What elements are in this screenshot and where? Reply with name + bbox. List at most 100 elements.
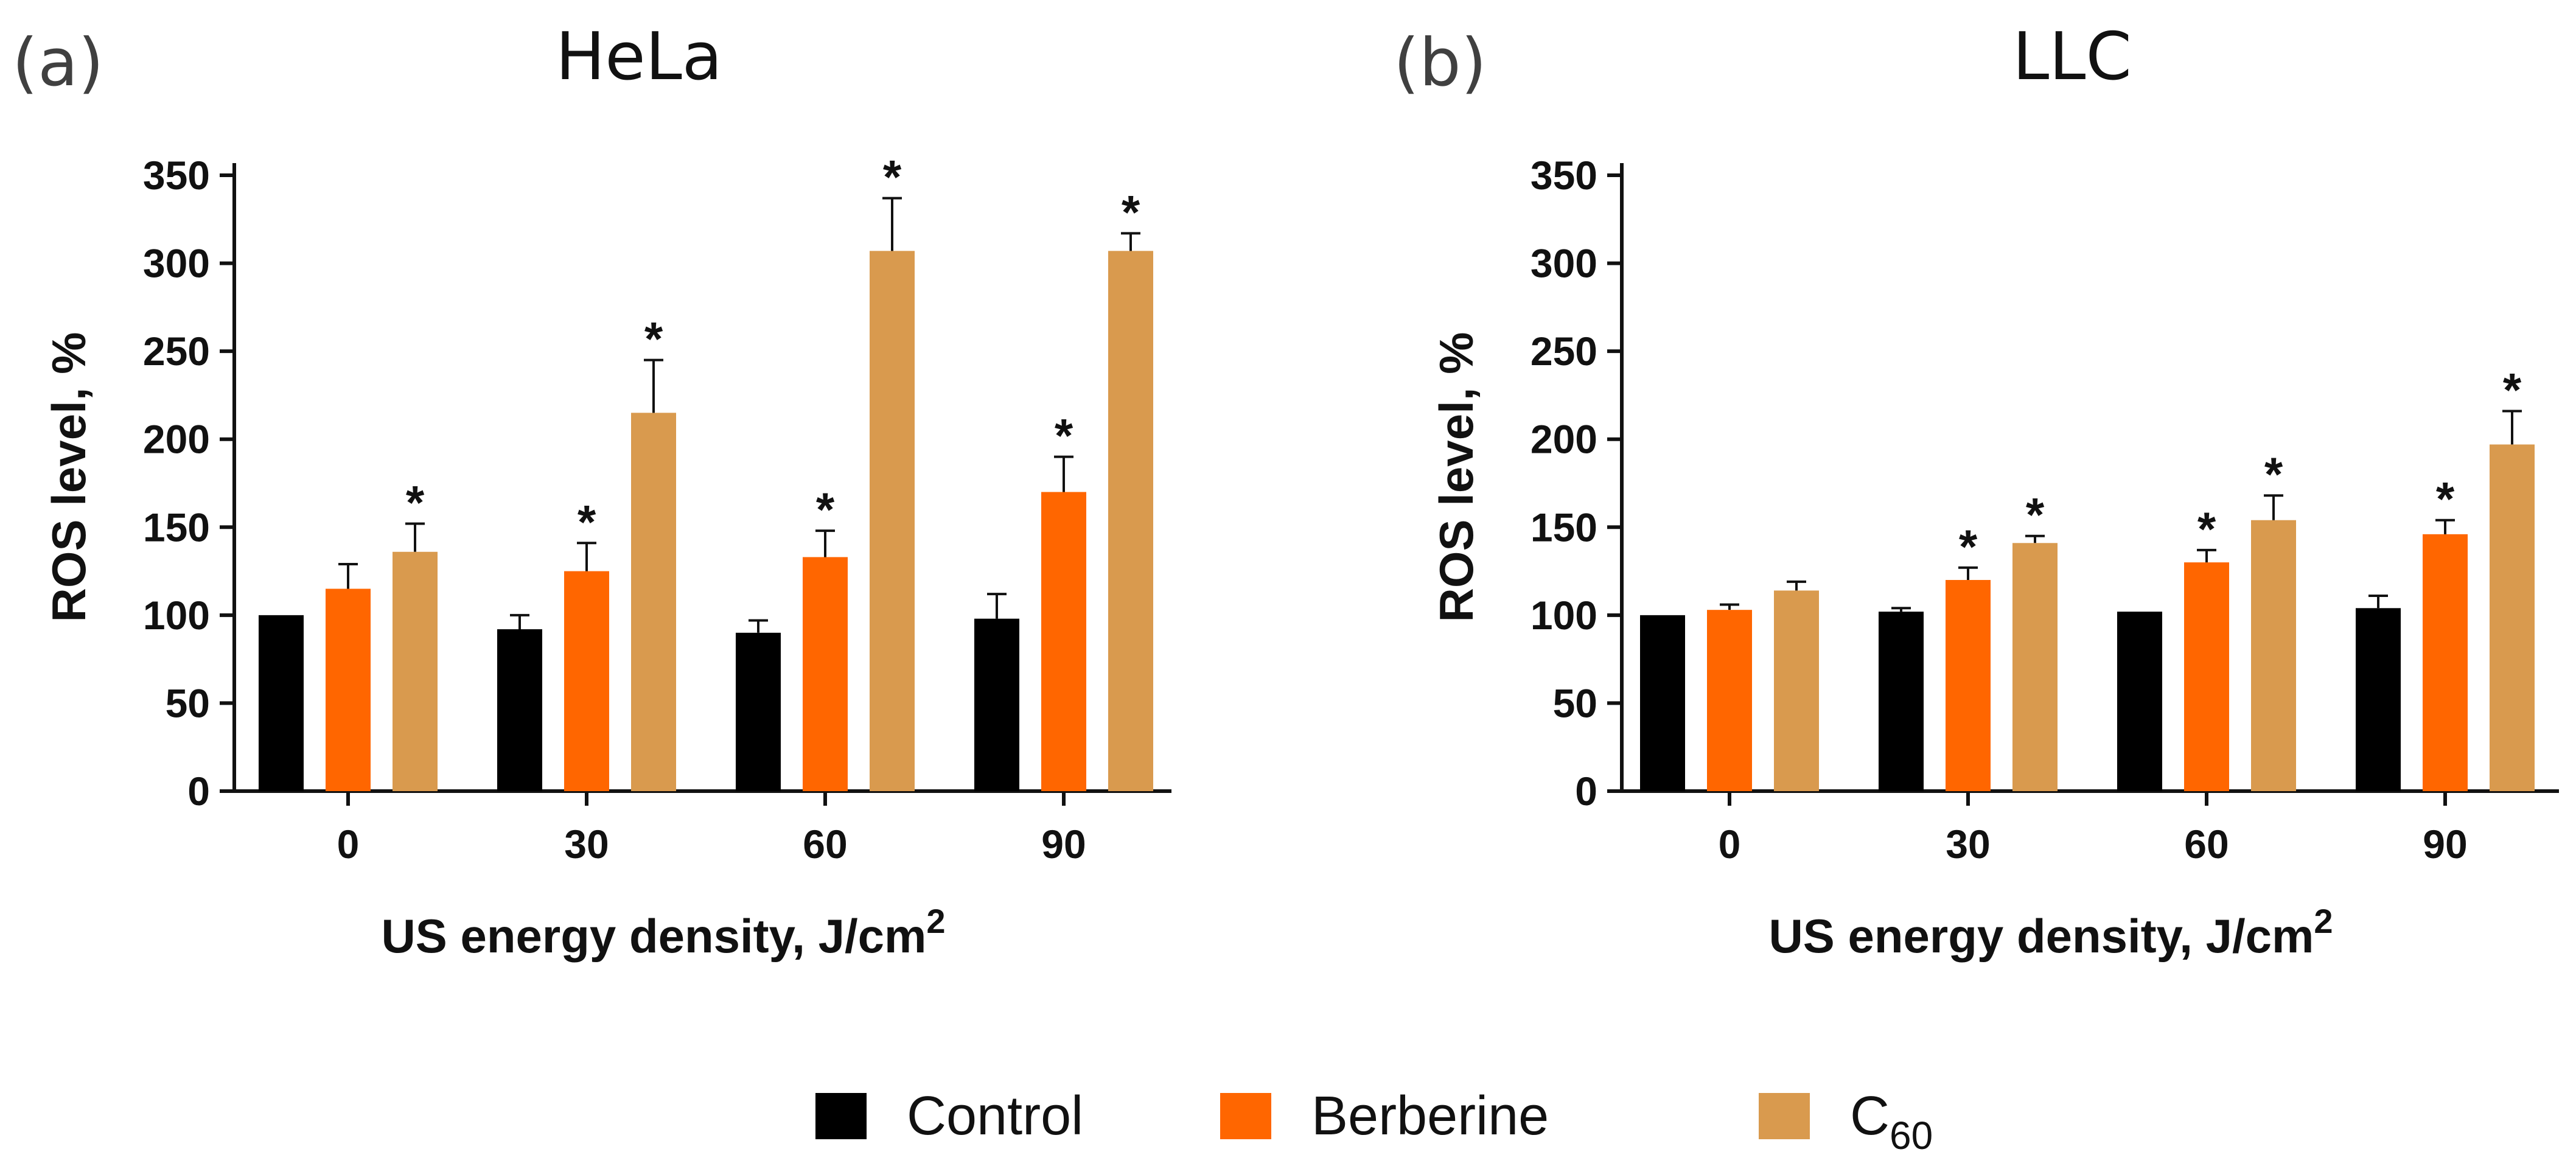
bar-berberine-60 bbox=[803, 557, 848, 791]
significance-marker: * bbox=[1122, 185, 1140, 239]
bar-c60-90 bbox=[1108, 251, 1153, 791]
bar-berberine-30 bbox=[1946, 580, 1991, 791]
error-bar-control-30 bbox=[1891, 607, 1911, 612]
significance-marker: * bbox=[2436, 472, 2455, 526]
legend: Control Berberine C60 bbox=[815, 1086, 1933, 1157]
y-tick-label: 350 bbox=[1531, 153, 1597, 198]
error-bar-control-60 bbox=[749, 619, 768, 633]
panel-label: (b) bbox=[1394, 25, 1487, 101]
significance-marker: * bbox=[2503, 363, 2522, 416]
bar-control-30 bbox=[497, 629, 542, 791]
bar-c60-60 bbox=[870, 251, 915, 791]
bar-control-60 bbox=[736, 632, 781, 791]
bar-control-60 bbox=[2117, 612, 2162, 791]
error-bar-berberine-30 bbox=[577, 542, 596, 571]
x-tick-label: 90 bbox=[1041, 822, 1086, 867]
significance-marker: * bbox=[644, 312, 663, 366]
significance-marker: * bbox=[406, 476, 425, 529]
legend-swatch-berberine bbox=[1220, 1093, 1271, 1139]
chart-title: HeLa bbox=[556, 19, 722, 95]
y-tick-label: 200 bbox=[1531, 417, 1597, 462]
legend-label-berberine: Berberine bbox=[1311, 1086, 1549, 1147]
x-tick-label: 60 bbox=[803, 822, 847, 867]
y-tick-label: 300 bbox=[1531, 241, 1597, 286]
significance-marker: * bbox=[883, 150, 902, 204]
x-axis-title: US energy density, J/cm2 bbox=[381, 902, 945, 963]
error-bar-control-90 bbox=[2368, 595, 2388, 609]
bar-control-30 bbox=[1879, 612, 1924, 791]
x-axis-title: US energy density, J/cm2 bbox=[1768, 902, 2333, 963]
error-bar-c60-90 bbox=[2502, 410, 2522, 445]
x-tick-label: 0 bbox=[1719, 822, 1741, 867]
bar-control-90 bbox=[2356, 608, 2401, 791]
y-tick-label: 0 bbox=[187, 769, 210, 814]
y-tick-label: 300 bbox=[143, 241, 210, 286]
error-bar-c60-0 bbox=[1787, 580, 1806, 591]
error-bar-c60-30 bbox=[644, 358, 663, 413]
legend-label-c60: C60 bbox=[1850, 1086, 1933, 1157]
legend-label-control: Control bbox=[907, 1086, 1083, 1147]
bar-control-90 bbox=[974, 618, 1019, 791]
bar-control-0 bbox=[259, 615, 304, 791]
y-tick-label: 200 bbox=[143, 417, 210, 462]
significance-marker: * bbox=[816, 483, 835, 536]
x-tick-label: 90 bbox=[2423, 822, 2467, 867]
significance-marker: * bbox=[2264, 447, 2283, 501]
significance-marker: * bbox=[2026, 488, 2045, 542]
error-bar-berberine-30 bbox=[1958, 566, 1978, 581]
significance-marker: * bbox=[1055, 409, 1073, 463]
x-tick-label: 60 bbox=[2184, 822, 2229, 867]
legend-swatch-control bbox=[815, 1093, 867, 1139]
error-bar-c60-60 bbox=[2264, 494, 2283, 520]
x-tick-label: 30 bbox=[1946, 822, 1990, 867]
error-bar-berberine-90 bbox=[1054, 455, 1073, 492]
error-bar-berberine-60 bbox=[815, 529, 835, 557]
error-bar-c60-0 bbox=[405, 522, 425, 552]
y-tick-label: 350 bbox=[143, 153, 210, 198]
bar-c60-30 bbox=[631, 413, 676, 791]
bar-c60-90 bbox=[2490, 444, 2535, 791]
panel-label: (a) bbox=[12, 25, 103, 101]
y-tick-label: 150 bbox=[1531, 504, 1597, 550]
bar-berberine-30 bbox=[564, 571, 609, 791]
bar-berberine-0 bbox=[326, 588, 371, 791]
error-bar-berberine-60 bbox=[2197, 548, 2216, 563]
error-bar-control-90 bbox=[987, 593, 1007, 619]
x-tick-label: 0 bbox=[337, 822, 360, 867]
bar-c60-60 bbox=[2251, 520, 2296, 791]
y-tick-label: 150 bbox=[143, 504, 210, 550]
bar-c60-0 bbox=[1774, 590, 1819, 791]
y-tick-label: 50 bbox=[166, 680, 210, 725]
significance-marker: * bbox=[1959, 520, 1978, 573]
error-bar-c60-30 bbox=[2025, 534, 2045, 543]
bar-c60-0 bbox=[393, 551, 438, 791]
bar-control-0 bbox=[1640, 615, 1685, 791]
error-bar-c60-60 bbox=[882, 197, 902, 251]
x-tick-label: 30 bbox=[564, 822, 609, 867]
bar-berberine-90 bbox=[1041, 492, 1086, 791]
y-axis-title: ROS level, % bbox=[42, 332, 96, 623]
legend-swatch-c60 bbox=[1759, 1093, 1810, 1139]
y-tick-label: 50 bbox=[1553, 680, 1597, 725]
error-bar-berberine-0 bbox=[1720, 603, 1739, 610]
y-tick-label: 100 bbox=[1531, 593, 1597, 638]
error-bar-berberine-0 bbox=[338, 563, 358, 589]
chart-title: LLC bbox=[2012, 19, 2132, 95]
significance-marker: * bbox=[578, 495, 596, 548]
error-bar-c60-90 bbox=[1121, 232, 1140, 251]
y-tick-label: 250 bbox=[143, 329, 210, 374]
error-bar-berberine-90 bbox=[2435, 518, 2455, 534]
significance-marker: * bbox=[2197, 502, 2216, 556]
chart-panel-llc: (b) LLC 0 50 100 150 200 250 300 350 ROS level, % 0… bbox=[1394, 19, 2559, 963]
y-tick-label: 0 bbox=[1575, 769, 1597, 814]
y-axis-title: ROS level, % bbox=[1429, 332, 1483, 623]
bar-berberine-60 bbox=[2184, 562, 2229, 791]
bar-berberine-0 bbox=[1707, 610, 1752, 791]
bar-berberine-90 bbox=[2423, 534, 2468, 791]
y-tick-label: 100 bbox=[143, 593, 210, 638]
y-tick-label: 250 bbox=[1531, 329, 1597, 374]
bar-c60-30 bbox=[2012, 543, 2058, 791]
error-bar-control-30 bbox=[510, 613, 529, 629]
